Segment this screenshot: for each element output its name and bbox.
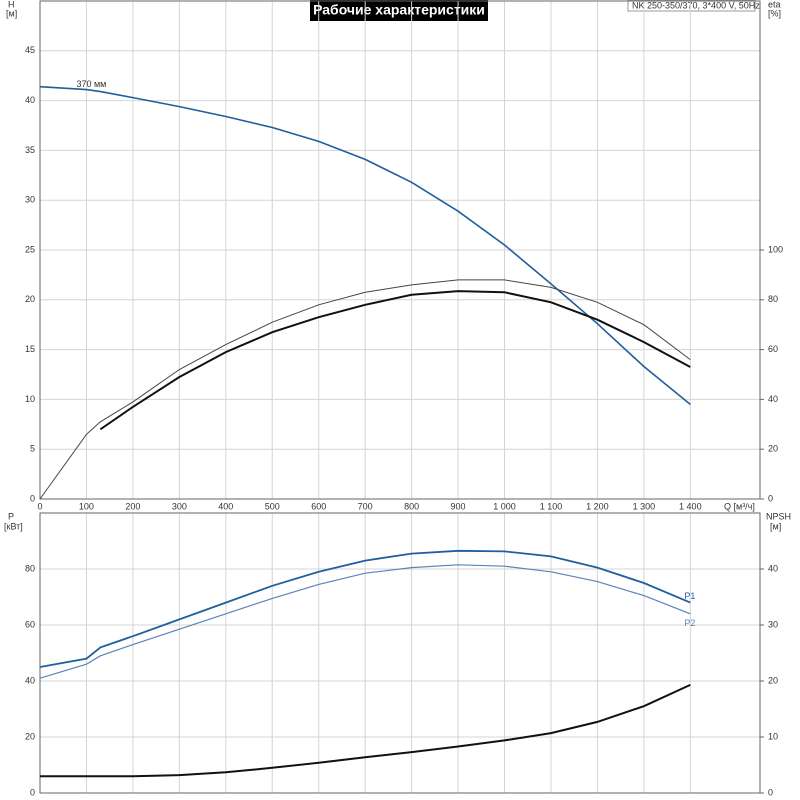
- title-box: [310, 0, 488, 21]
- y-axis-label: H: [8, 0, 15, 9]
- y2-tick-label: 0: [768, 493, 773, 503]
- x-tick-label: 1 000: [493, 501, 516, 511]
- x-axis-label: Q [м³/ч]: [724, 501, 755, 511]
- y-tick-label: 25: [25, 244, 35, 254]
- x-tick-label: 700: [358, 501, 373, 511]
- y-tick-label: 40: [25, 95, 35, 105]
- y2-axis-label: eta: [768, 0, 781, 9]
- y2-axis-unit: [%]: [768, 8, 781, 18]
- y-axis-unit: [кВт]: [4, 521, 23, 531]
- y2-tick-label: 10: [768, 731, 778, 741]
- curve-label: P2: [684, 618, 695, 628]
- y2-tick-label: 60: [768, 344, 778, 354]
- y-tick-label: 60: [25, 619, 35, 629]
- x-tick-label: 1 400: [679, 501, 702, 511]
- x-tick-label: 900: [451, 501, 466, 511]
- chart-title: Рабочие характеристики: [313, 2, 485, 18]
- y2-tick-label: 20: [768, 444, 778, 454]
- x-tick-label: 300: [172, 501, 187, 511]
- x-tick-label: 500: [265, 501, 280, 511]
- y2-tick-label: 0: [768, 787, 773, 797]
- series-line: [99, 290, 691, 431]
- y2-tick-label: 80: [768, 294, 778, 304]
- x-tick-label: 200: [125, 501, 140, 511]
- series-line: [39, 85, 691, 406]
- y-tick-label: 35: [25, 145, 35, 155]
- y-tick-label: 45: [25, 45, 35, 55]
- series-line: [39, 279, 691, 500]
- y2-tick-label: 100: [768, 244, 783, 254]
- y2-axis-unit: [м]: [770, 521, 781, 531]
- series-line: [39, 564, 691, 679]
- y-tick-label: 5: [30, 444, 35, 454]
- y-tick-label: 40: [25, 675, 35, 685]
- y-tick-label: 0: [30, 493, 35, 503]
- y-tick-label: 10: [25, 394, 35, 404]
- y-tick-label: 20: [25, 294, 35, 304]
- y-axis-label: P: [8, 511, 14, 521]
- y-tick-label: 20: [25, 731, 35, 741]
- plot-frame: [39, 512, 761, 794]
- x-tick-label: 800: [404, 501, 419, 511]
- x-tick-label: 600: [311, 501, 326, 511]
- chart-subtitle: NK 250-350/370, 3*400 V, 50Hz: [632, 0, 760, 10]
- x-tick-label: 1 300: [633, 501, 656, 511]
- x-tick-label: 400: [218, 501, 233, 511]
- series-line: [39, 549, 691, 668]
- x-tick-label: 1 200: [586, 501, 609, 511]
- plot-frame: [39, 0, 761, 500]
- curve-label: P1: [684, 591, 695, 601]
- y-tick-label: 15: [25, 344, 35, 354]
- y2-tick-label: 40: [768, 394, 778, 404]
- x-tick-label: 0: [37, 501, 42, 511]
- y-tick-label: 0: [30, 787, 35, 797]
- info-box: [627, 0, 756, 12]
- y2-tick-label: 40: [768, 563, 778, 573]
- x-tick-label: 100: [79, 501, 94, 511]
- y2-tick-label: 20: [768, 675, 778, 685]
- y-tick-label: 30: [25, 195, 35, 205]
- curve-label: 370 мм: [76, 79, 106, 89]
- series-line: [40, 683, 691, 778]
- y2-axis-label: NPSH: [766, 511, 791, 521]
- y-axis-unit: [м]: [6, 8, 17, 18]
- y2-tick-label: 30: [768, 619, 778, 629]
- y-tick-label: 80: [25, 563, 35, 573]
- x-tick-label: 1 100: [540, 501, 563, 511]
